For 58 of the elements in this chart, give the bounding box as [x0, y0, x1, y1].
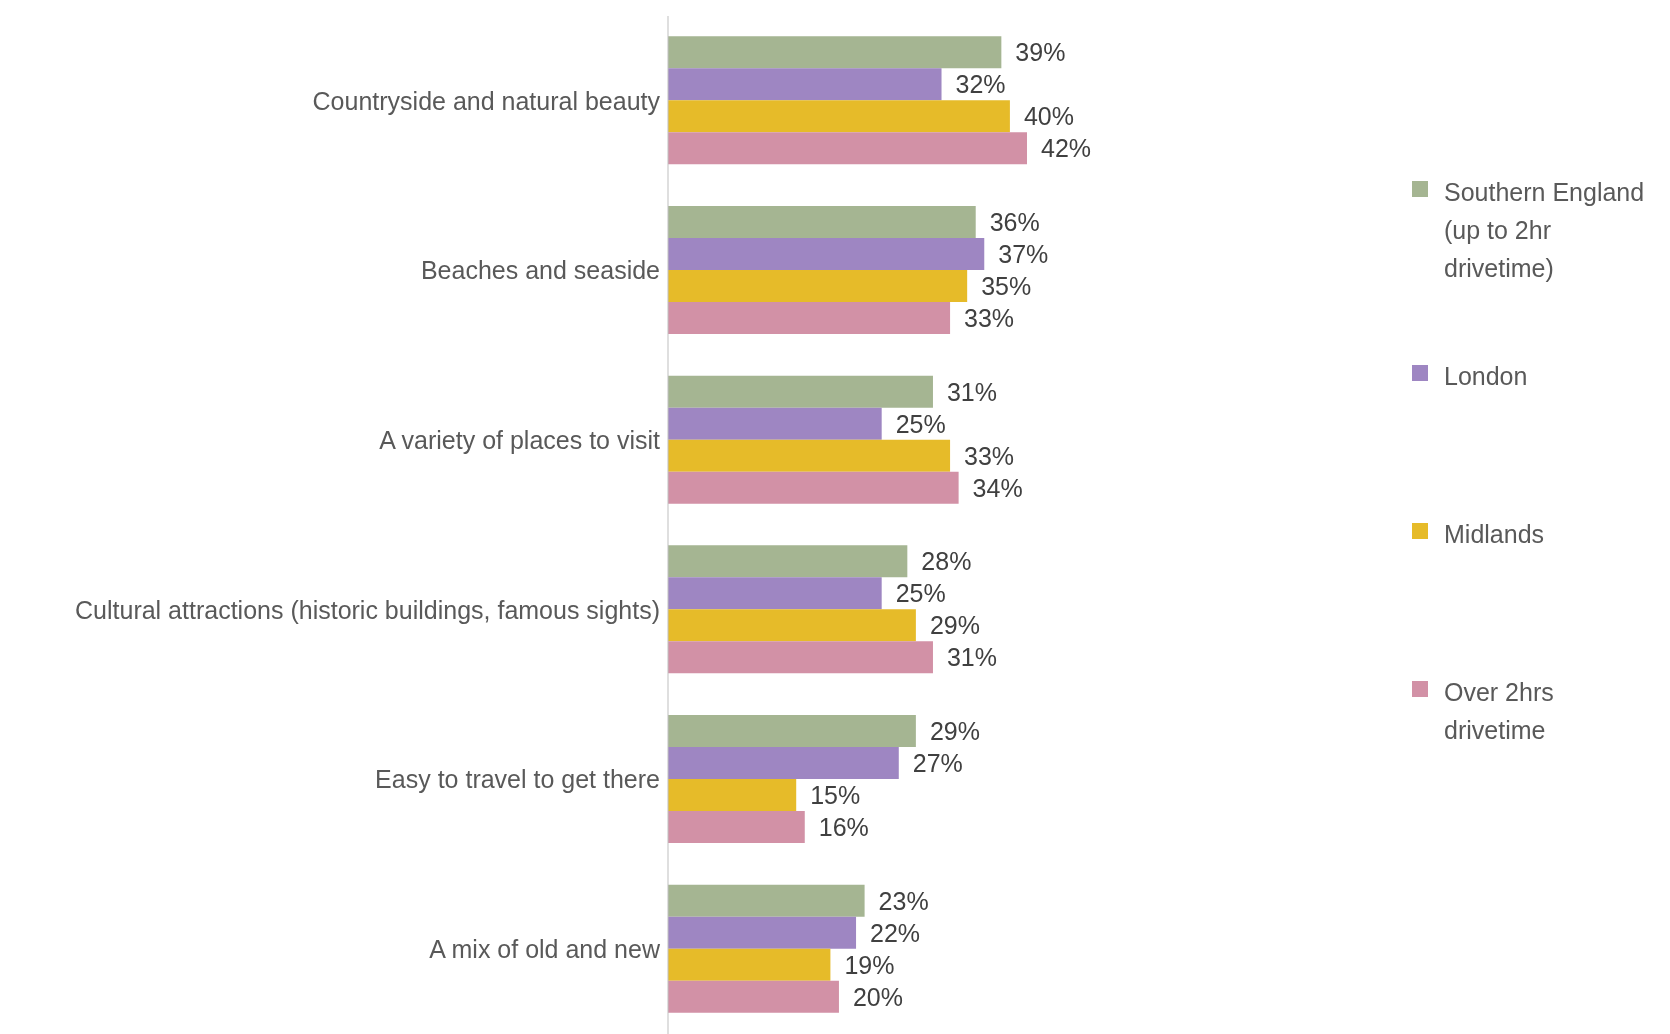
data-label: 31%	[946, 643, 998, 672]
data-label: 36%	[989, 207, 1040, 236]
data-label: 33%	[964, 441, 1015, 470]
data-label: 20%	[852, 982, 903, 1011]
data-label: 22%	[870, 918, 921, 947]
y-tick-label: A mix of old and new	[429, 935, 661, 964]
bar	[668, 884, 865, 917]
data-label: 15%	[810, 780, 861, 809]
y-tick-label: Cultural attractions (historic buildings, famous sights)	[75, 595, 660, 624]
bar	[668, 641, 933, 674]
data-label: 19%	[844, 950, 895, 979]
bar	[668, 577, 882, 610]
bar	[668, 948, 831, 981]
bar	[668, 471, 959, 504]
data-label: 33%	[964, 303, 1015, 332]
y-tick-label: Easy to travel to get there	[375, 765, 660, 794]
y-tick-label: A variety of places to visit	[379, 426, 661, 455]
data-label: 16%	[818, 812, 869, 841]
data-label: 34%	[972, 473, 1023, 502]
data-label: 39%	[1015, 38, 1066, 67]
bar	[668, 132, 1027, 165]
bar	[668, 715, 916, 748]
data-label: 32%	[955, 70, 1006, 99]
legend-label: Midlands	[1444, 519, 1545, 550]
legend-label: Southern England (up to 2hr drivetime)	[1444, 177, 1646, 284]
y-tick-label: Countryside and natural beauty	[312, 86, 661, 115]
data-label: 27%	[912, 748, 963, 777]
y-tick-label: Beaches and seaside	[420, 256, 660, 285]
data-label: 31%	[946, 377, 998, 406]
bar	[668, 779, 797, 812]
data-label: 25%	[895, 409, 946, 438]
bar	[668, 68, 942, 101]
bar	[668, 609, 916, 642]
legend-label: London	[1444, 361, 1528, 392]
data-label: 25%	[895, 579, 946, 608]
bar	[668, 270, 968, 303]
bar	[668, 980, 839, 1013]
bar	[668, 747, 899, 780]
bar	[668, 545, 908, 578]
data-label: 42%	[1041, 134, 1092, 163]
bar	[668, 407, 882, 440]
bar	[668, 302, 951, 335]
legend-label: Over 2hrs drivetime	[1444, 677, 1555, 746]
data-label: 35%	[981, 271, 1032, 300]
bar	[668, 916, 857, 949]
data-label: 29%	[929, 716, 980, 745]
bar	[668, 206, 976, 239]
bar	[668, 36, 1002, 69]
data-label: 37%	[998, 239, 1049, 268]
bar	[668, 375, 933, 408]
bar	[668, 100, 1010, 133]
bar	[668, 238, 985, 271]
data-label: 29%	[929, 611, 980, 640]
data-label: 28%	[921, 547, 972, 576]
bar	[668, 811, 805, 844]
bar	[668, 439, 951, 472]
data-label: 40%	[1023, 102, 1074, 131]
data-label: 23%	[878, 886, 929, 915]
